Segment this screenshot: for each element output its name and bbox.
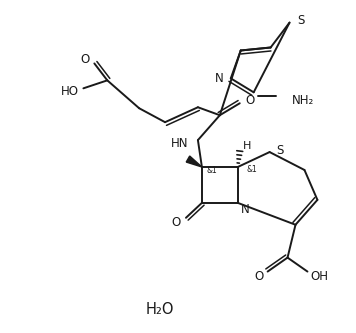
Text: O: O [80, 53, 89, 66]
Polygon shape [186, 156, 202, 167]
Text: H: H [243, 141, 251, 151]
Text: O: O [172, 216, 181, 229]
Text: S: S [298, 14, 305, 27]
Text: N: N [215, 72, 224, 85]
Text: HO: HO [61, 85, 78, 98]
Text: &1: &1 [246, 166, 257, 174]
Text: &1: &1 [206, 166, 217, 175]
Text: O: O [246, 94, 255, 107]
Text: NH₂: NH₂ [292, 94, 314, 107]
Text: HN: HN [171, 137, 188, 150]
Text: OH: OH [310, 270, 329, 283]
Text: H₂O: H₂O [146, 302, 174, 317]
Text: N: N [241, 203, 250, 216]
Text: O: O [255, 270, 264, 283]
Text: S: S [277, 144, 284, 157]
